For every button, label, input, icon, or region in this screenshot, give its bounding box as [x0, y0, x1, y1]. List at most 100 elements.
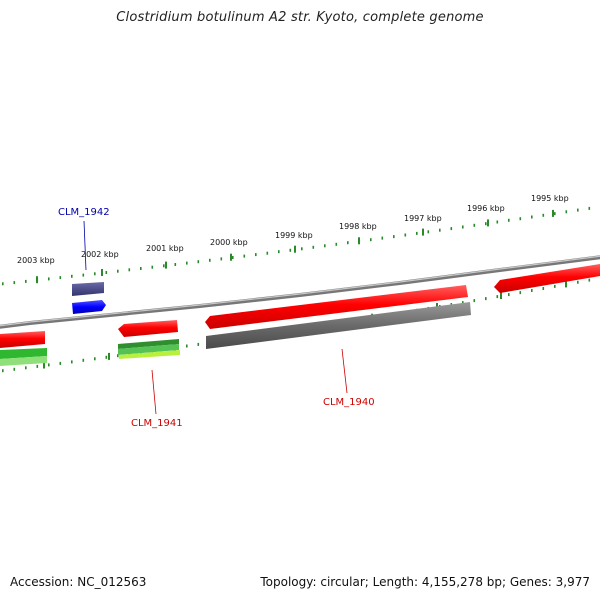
scale-tick-major: [565, 280, 567, 288]
scale-tick-minor: [393, 235, 395, 239]
scale-tick-minor: [519, 217, 522, 221]
scale-tick-minor: [105, 355, 108, 359]
scale-tick-minor: [278, 250, 280, 254]
gene-green-left[interactable]: [0, 348, 47, 366]
scale-tick-minor: [577, 280, 579, 284]
scale-tick-minor: [577, 208, 579, 212]
scale-tick-minor: [462, 225, 464, 229]
gene-clm-1940-arrow[interactable]: [206, 302, 471, 349]
scale-tick-minor: [25, 366, 27, 370]
scale-tick-minor: [312, 245, 315, 249]
scale-tick-minor: [255, 253, 257, 257]
scale-tick-minor: [117, 269, 119, 273]
clm-1941-leader: [151, 369, 157, 415]
scale-label: 1997 kbp: [404, 214, 442, 223]
scale-tick-minor: [531, 215, 533, 219]
scale-tick-minor: [565, 210, 568, 214]
scale-label: 2003 kbp: [17, 256, 55, 265]
scale-tick-minor: [473, 299, 476, 303]
scale-tick-minor: [13, 281, 16, 285]
genome-backbone-highlight: [0, 255, 600, 327]
scale-tick-minor: [13, 367, 16, 371]
scale-tick-minor: [588, 278, 591, 282]
scale-tick-minor: [71, 274, 73, 278]
scale-label: 1995 kbp: [531, 194, 569, 203]
scale-tick-minor: [151, 265, 154, 269]
scale-tick-minor: [128, 268, 131, 272]
scale-tick-major: [552, 209, 554, 217]
scale-tick-minor: [485, 222, 487, 226]
scale-tick-minor: [462, 301, 464, 305]
scale-tick-minor: [427, 230, 430, 234]
scale-tick-minor: [128, 352, 131, 356]
scale-tick-minor: [94, 357, 96, 361]
scale-tick-minor: [588, 206, 591, 210]
scale-tick-major: [500, 292, 502, 299]
scale-label: 2002 kbp: [81, 250, 119, 259]
gene-label-clm-1940[interactable]: CLM_1940: [323, 397, 375, 408]
scale-tick-minor: [542, 213, 545, 217]
scale-tick-minor: [209, 258, 211, 262]
scale-tick-major: [422, 228, 424, 236]
scale-tick-minor: [94, 272, 96, 276]
scale-tick-minor: [439, 228, 441, 232]
scale-tick-major: [487, 219, 489, 227]
scale-tick-major: [165, 261, 167, 269]
scale-label: 1996 kbp: [467, 204, 505, 213]
scale-tick-minor: [347, 241, 349, 245]
scale-tick-minor: [36, 364, 39, 368]
scale-tick-minor: [140, 267, 142, 270]
scale-tick-minor: [2, 282, 4, 286]
map-title: Clostridium botulinum A2 str. Kyoto, com…: [116, 10, 484, 25]
scale-tick-minor: [485, 297, 487, 301]
genome-summary-text: Topology: circular; Length: 4,155,278 bp…: [260, 575, 590, 589]
scale-label: 1998 kbp: [339, 222, 377, 231]
gene-label-clm-1942[interactable]: CLM_1942: [58, 207, 110, 218]
gene-clm-1942-arrow[interactable]: [72, 282, 104, 296]
gene-green-cluster[interactable]: [118, 339, 180, 359]
scale-tick-minor: [186, 344, 188, 348]
scale-tick-minor: [416, 231, 418, 235]
clm-1940-leader: [341, 348, 348, 394]
gene-right-forward-arrow[interactable]: [494, 264, 600, 293]
scale-tick-minor: [48, 277, 50, 281]
gene-clm-1941-arrow[interactable]: [118, 320, 178, 337]
genome-backbone: [0, 255, 600, 329]
outer-scale-track: [2, 206, 591, 286]
scale-tick-major: [294, 245, 296, 253]
scale-tick-minor: [519, 291, 522, 295]
scale-label: 2001 kbp: [146, 244, 184, 253]
scale-tick-minor: [174, 263, 177, 266]
clm-1942-leader: [83, 220, 87, 271]
scale-tick-minor: [59, 361, 62, 365]
scale-labels: 2003 kbp 2002 kbp 2001 kbp 2000 kbp 1999 kbp…: [17, 194, 569, 265]
scale-tick-minor: [381, 236, 384, 240]
gene-left-red-arrow[interactable]: [0, 331, 45, 348]
scale-tick-minor: [554, 212, 556, 216]
gene-clm-1942-track[interactable]: [72, 282, 106, 314]
gene-label-clm-1941[interactable]: CLM_1941: [131, 418, 183, 429]
scale-tick-minor: [542, 287, 545, 290]
scale-tick-minor: [105, 271, 108, 274]
accession-text: Accession: NC_012563: [10, 575, 147, 589]
scale-label: 2000 kbp: [210, 238, 248, 247]
scale-tick-minor: [554, 284, 556, 288]
scale-tick-minor: [232, 256, 234, 259]
scale-tick-minor: [220, 257, 223, 261]
scale-tick-major: [230, 253, 232, 261]
scale-tick-minor: [266, 251, 269, 255]
scale-tick-minor: [82, 273, 85, 277]
scale-tick-minor: [186, 261, 188, 265]
scale-tick-major: [36, 276, 38, 284]
rna-feature-arrow[interactable]: [72, 300, 106, 314]
scale-tick-minor: [59, 276, 62, 280]
gene-long-forward-arrow[interactable]: [205, 285, 468, 329]
scale-tick-major: [108, 352, 110, 360]
scale-tick-minor: [496, 295, 499, 299]
scale-tick-minor: [82, 358, 85, 362]
scale-tick-minor: [71, 360, 73, 364]
scale-tick-minor: [370, 238, 372, 242]
scale-tick-minor: [197, 260, 200, 264]
scale-tick-minor: [301, 247, 303, 251]
